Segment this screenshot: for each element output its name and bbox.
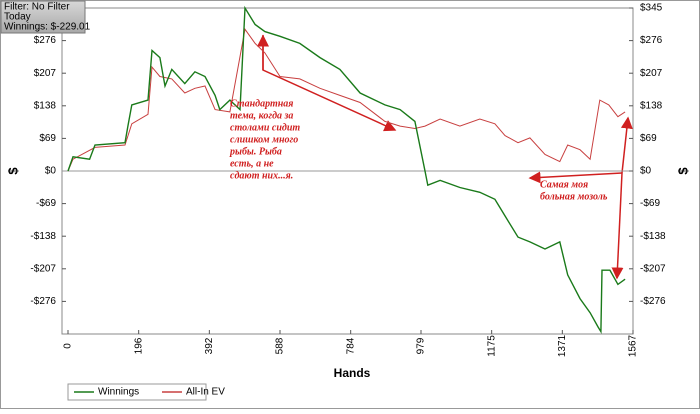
- y2-tick-label: $276: [640, 35, 663, 46]
- y-tick-label: $69: [39, 133, 56, 144]
- annotation: Самая моя: [540, 179, 588, 190]
- y-tick-label: $207: [34, 68, 57, 79]
- y-tick-label: -$69: [36, 198, 56, 209]
- y2-tick-label: $0: [640, 166, 652, 177]
- legend-label: Winnings: [98, 387, 139, 398]
- y-tick-label: $276: [34, 35, 57, 46]
- x-tick-label: 588: [275, 337, 286, 354]
- annotation: слишком много: [230, 134, 298, 145]
- x-tick-label: 196: [133, 337, 144, 354]
- annotation: сдают них...я.: [230, 170, 293, 181]
- y2-tick-label: $69: [640, 133, 657, 144]
- y2-tick-label: -$69: [640, 198, 660, 209]
- series-line: [67, 5, 626, 334]
- y-tick-label: -$138: [30, 231, 56, 242]
- arrow: [611, 172, 624, 280]
- series-line: [67, 28, 626, 172]
- y-axis-label: $: [5, 167, 20, 175]
- y-tick-label: $138: [34, 100, 57, 111]
- y2-tick-label: $138: [640, 100, 663, 111]
- legend-label: All-In EV: [186, 387, 225, 398]
- annotation: столами сидит: [230, 122, 300, 133]
- annotation: тема, когда за: [230, 110, 293, 121]
- x-tick-label: 979: [416, 337, 427, 354]
- annotation: больная мозоль: [540, 191, 608, 202]
- info-box: [0, 0, 86, 34]
- y2-tick-label: $345: [640, 3, 663, 14]
- info-text: Winnings: $-229.01: [4, 22, 91, 33]
- x-tick-label: 392: [204, 337, 215, 354]
- annotation: Стандартная: [230, 98, 293, 109]
- y-tick-label: -$207: [30, 263, 56, 274]
- legend: [67, 383, 207, 401]
- x-axis-label: Hands: [334, 366, 371, 380]
- y-tick-label: -$276: [30, 296, 56, 307]
- y2-tick-label: -$276: [640, 296, 666, 307]
- y2-axis-label: $: [675, 167, 690, 175]
- info-text: Filter: No Filter: [4, 2, 70, 13]
- y2-tick-label: -$207: [640, 263, 666, 274]
- x-tick-label: 1567: [628, 334, 639, 357]
- x-tick-label: 0: [63, 343, 74, 349]
- arrow: [620, 116, 633, 174]
- y2-tick-label: -$138: [640, 231, 666, 242]
- x-tick-label: 1371: [557, 334, 568, 357]
- annotation: есть, а не: [230, 158, 274, 169]
- y2-tick-label: $207: [640, 68, 663, 79]
- x-tick-label: 784: [345, 337, 356, 354]
- y-tick-label: $0: [45, 166, 57, 177]
- annotation: рыбы. Рыба: [229, 146, 282, 157]
- info-text: Today: [4, 12, 31, 23]
- x-tick-label: 1175: [486, 335, 497, 357]
- arrow: [528, 171, 623, 184]
